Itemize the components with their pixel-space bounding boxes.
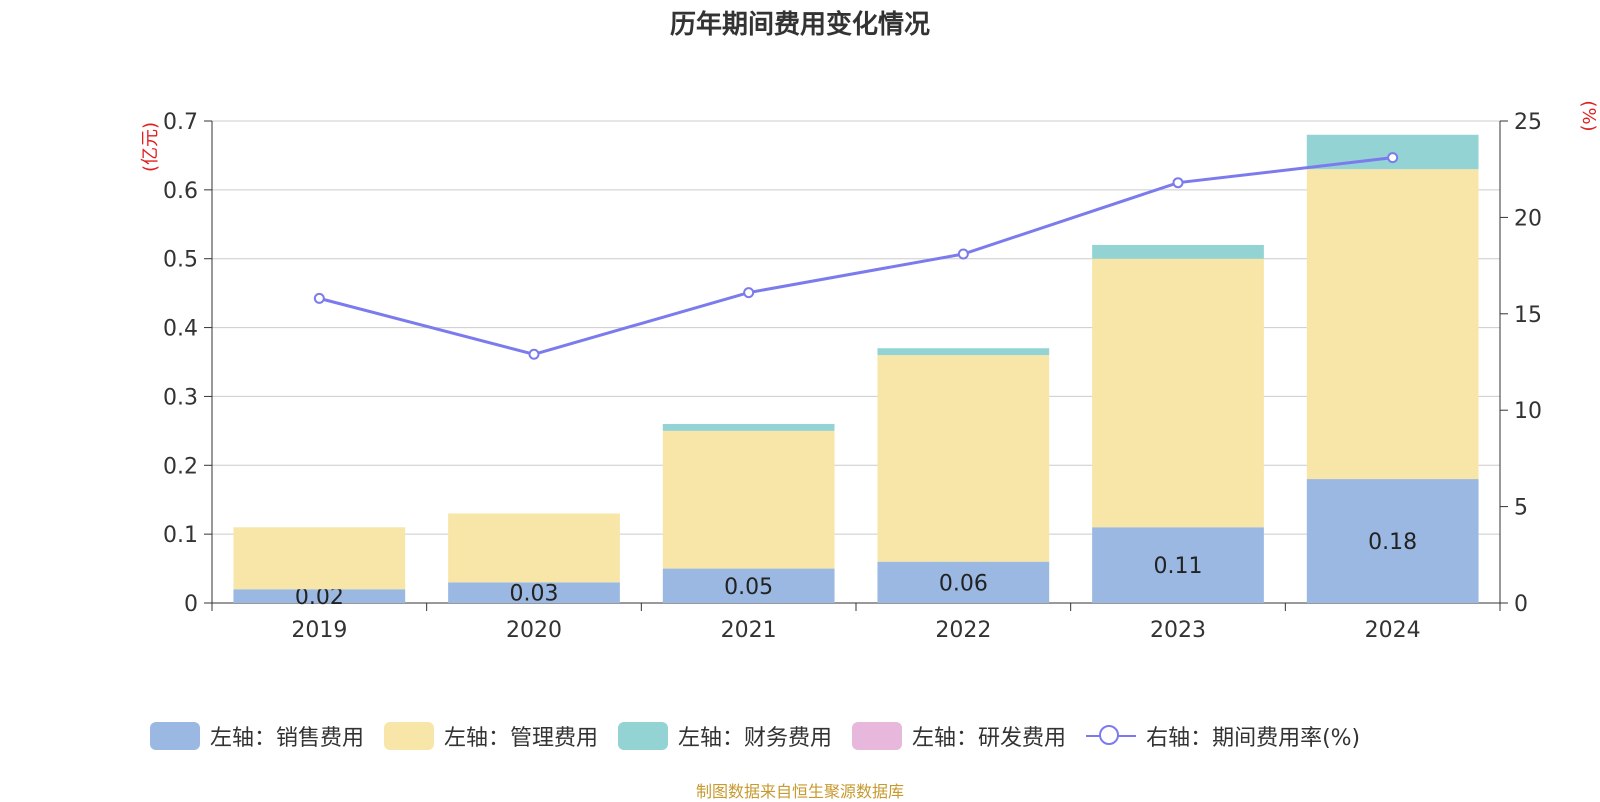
legend-item[interactable]: 左轴：管理费用 [384, 720, 598, 752]
right-tick-label: 15 [1514, 303, 1542, 328]
x-tick-label: 2020 [506, 618, 562, 643]
right-tick-label: 5 [1514, 496, 1528, 521]
x-tick-label: 2022 [935, 618, 991, 643]
legend-label: 右轴：期间费用率(%) [1146, 726, 1361, 751]
right-tick-label: 20 [1514, 206, 1542, 231]
right-tick-label: 0 [1514, 592, 1528, 617]
left-tick-label: 0.3 [163, 385, 198, 410]
bar-segment [1306, 479, 1479, 603]
x-tick-label: 2021 [721, 618, 777, 643]
legend-item[interactable]: 左轴：财务费用 [618, 720, 832, 752]
right-tick-label: 25 [1514, 110, 1542, 135]
bar-data-label: 0.11 [1154, 554, 1203, 579]
legend-item[interactable]: 右轴：期间费用率(%) [1086, 720, 1360, 752]
left-tick-label: 0.4 [163, 317, 198, 342]
bar-segment [877, 348, 1050, 356]
bar-segment [233, 527, 406, 590]
legend-label: 左轴：销售费用 [210, 726, 365, 751]
legend: 左轴：销售费用 左轴：管理费用 左轴：财务费用 左轴：研发费用 右轴：期间费用率(%) [150, 720, 1380, 752]
bar-segment [233, 589, 406, 603]
left-tick-label: 0.1 [163, 523, 198, 548]
bar-segment [1306, 169, 1479, 480]
x-tick-label: 2023 [1150, 618, 1206, 643]
left-tick-label: 0.7 [163, 110, 198, 135]
legend-swatch [150, 722, 200, 750]
bar-segment [877, 355, 1050, 562]
right-axis-unit-label: (%) [1578, 100, 1599, 131]
bar-segment [662, 430, 835, 569]
rate-point [313, 292, 325, 304]
rate-line [318, 156, 1393, 356]
rate-point [743, 287, 755, 299]
legend-swatch [1086, 722, 1137, 750]
x-tick-label: 2024 [1365, 618, 1421, 643]
bar-segment [1092, 258, 1264, 528]
bar-segment [1092, 527, 1264, 603]
rate-point [1172, 177, 1184, 189]
data-source-credit: 制图数据来自恒生聚源数据库 [695, 782, 904, 801]
bar-segment [662, 423, 835, 431]
legend-swatch [384, 722, 435, 750]
bar-data-label: 0.03 [510, 582, 559, 607]
bar-data-label: 0.18 [1368, 530, 1417, 555]
left-tick-label: 0 [184, 592, 198, 617]
x-tick-label: 2019 [291, 618, 347, 643]
legend-item[interactable]: 左轴：研发费用 [852, 720, 1066, 752]
left-tick-label: 0.5 [163, 248, 198, 273]
legend-label: 左轴：研发费用 [912, 726, 1067, 751]
bar-data-label: 0.05 [724, 575, 773, 600]
left-tick-label: 0.6 [163, 179, 198, 204]
left-tick-label: 0.2 [163, 454, 198, 479]
legend-label: 左轴：管理费用 [444, 726, 599, 751]
bar-segment [662, 568, 835, 603]
left-axis-unit-label: (亿元) [140, 122, 161, 172]
bar-data-label: 0.02 [295, 585, 344, 610]
right-tick-label: 10 [1514, 399, 1542, 424]
bar-segment [877, 561, 1050, 603]
legend-item[interactable]: 左轴：销售费用 [150, 720, 364, 752]
rate-point [957, 248, 969, 260]
bar-data-label: 0.06 [939, 571, 988, 596]
legend-swatch [852, 722, 903, 750]
chart-title: 历年期间费用变化情况 [669, 10, 930, 40]
legend-label: 左轴：财务费用 [678, 726, 833, 751]
bar-segment [1092, 244, 1264, 259]
rate-point [1387, 152, 1399, 164]
bar-segment [448, 582, 620, 603]
rate-point [528, 348, 540, 360]
legend-swatch [618, 722, 669, 750]
bar-segment [448, 513, 620, 583]
